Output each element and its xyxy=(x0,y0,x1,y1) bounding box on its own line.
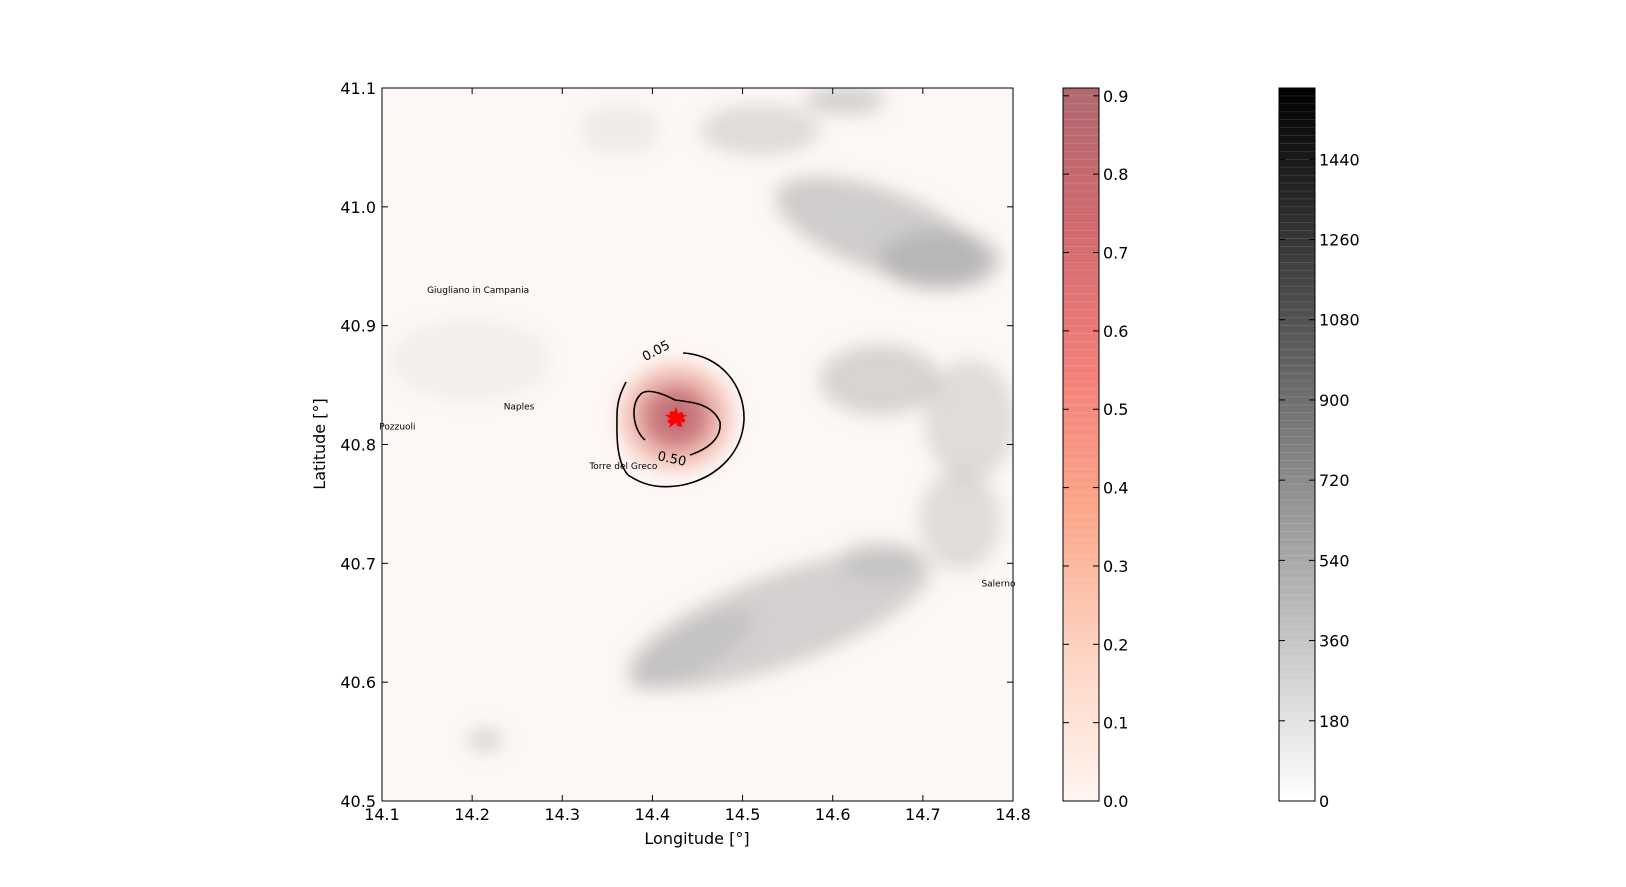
x-axis-label: Longitude [°] xyxy=(644,829,749,848)
x-tick-label: 14.3 xyxy=(544,805,580,824)
city-label: Giugliano in Campania xyxy=(427,286,529,296)
city-label: Salerno xyxy=(981,580,1016,590)
elevation-colorbar-gradient xyxy=(1279,88,1315,801)
colorbar-tick-label: 0.8 xyxy=(1103,165,1128,184)
contour-label: 0.50 xyxy=(656,449,687,470)
elevation-colorbar-frame xyxy=(1278,87,1316,802)
x-axis: 14.1 14.2 14.3 14.4 14.5 14.6 14.7 14.8 xyxy=(364,88,1031,824)
colorbar-tick-label: 0.3 xyxy=(1103,557,1128,576)
y-tick-label: 40.9 xyxy=(340,317,376,336)
elevation-colorbar-ticks: 0 180 360 540 720 900 1080 1260 1440 xyxy=(1279,150,1360,811)
colorbar-tick-label: 0 xyxy=(1319,792,1329,811)
colorbar-tick-label: 0.4 xyxy=(1103,479,1128,498)
colorbar-tick-label: 0.9 xyxy=(1103,87,1128,106)
contour-0.50 xyxy=(633,390,721,456)
colorbar-tick-label: 540 xyxy=(1319,551,1350,570)
vent-cluster-point xyxy=(678,412,684,417)
x-tick-label: 14.7 xyxy=(905,805,941,824)
vent-cluster-point xyxy=(676,422,682,427)
x-tick-label: 14.1 xyxy=(364,805,400,824)
city-label: Pozzuoli xyxy=(379,423,415,433)
vent-cluster-point xyxy=(680,418,686,423)
probability-colorbar-ticks: 0.0 0.1 0.2 0.3 0.4 0.5 0.6 0.7 0.8 0.9 xyxy=(1063,87,1128,811)
y-tick-label: 40.8 xyxy=(340,436,376,455)
x-tick-label: 14.2 xyxy=(454,805,490,824)
colorbar-tick-label: 0.6 xyxy=(1103,322,1128,341)
colorbar-tick-label: 0.2 xyxy=(1103,635,1128,654)
x-tick-label: 14.4 xyxy=(635,805,671,824)
colorbar-tick-label: 0.5 xyxy=(1103,400,1128,419)
y-axis: 40.5 40.6 40.7 40.8 40.9 41.0 41.1 xyxy=(340,79,1013,811)
colorbar-tick-label: 0.0 xyxy=(1103,792,1128,811)
colorbar-tick-label: 0.1 xyxy=(1103,714,1128,733)
vent-cluster-point xyxy=(667,419,673,424)
city-label: Naples xyxy=(504,402,535,412)
probability-colorbar: 0.0 0.1 0.2 0.3 0.4 0.5 0.6 0.7 0.8 0.9 xyxy=(1062,87,1128,811)
probability-colorbar-gradient xyxy=(1063,88,1099,801)
colorbar-tick-label: 1080 xyxy=(1319,311,1360,330)
y-tick-label: 40.5 xyxy=(340,792,376,811)
y-tick-label: 40.6 xyxy=(340,673,376,692)
colorbar-tick-label: 360 xyxy=(1319,632,1350,651)
city-labels: Giugliano in Campania Naples Pozzuoli Torre… xyxy=(379,286,1016,590)
y-axis-label: Latitude [°] xyxy=(310,398,329,489)
x-tick-label: 14.6 xyxy=(815,805,851,824)
x-tick-label: 14.5 xyxy=(725,805,761,824)
colorbar-tick-label: 900 xyxy=(1319,391,1350,410)
colorbar-tick-label: 1440 xyxy=(1319,150,1360,169)
probability-colorbar-stripes xyxy=(1063,95,1099,794)
contour-0.05 xyxy=(616,352,745,488)
vent-marker xyxy=(664,406,687,428)
map-panel: 14.1 14.2 14.3 14.4 14.5 14.6 14.7 14.8 40.540.… xyxy=(310,79,1031,848)
colorbar-tick-label: 720 xyxy=(1319,471,1350,490)
probability-colorbar-frame xyxy=(1062,87,1100,802)
city-label: Torre del Greco xyxy=(588,462,657,472)
colorbar-tick-label: 1260 xyxy=(1319,231,1360,250)
vent-cluster-point xyxy=(669,411,675,416)
vent-star xyxy=(664,406,687,428)
y-tick-label: 41.0 xyxy=(340,198,376,217)
y-tick-label: 40.7 xyxy=(340,554,376,573)
x-tick-label: 14.8 xyxy=(995,805,1031,824)
elevation-colorbar-stripes xyxy=(1279,95,1315,794)
y-tick-label: 41.1 xyxy=(340,79,376,98)
colorbar-tick-label: 180 xyxy=(1319,712,1350,731)
colorbar-tick-label: 0.7 xyxy=(1103,244,1128,263)
elevation-colorbar: 0 180 360 540 720 900 1080 1260 1440 xyxy=(1278,87,1360,811)
